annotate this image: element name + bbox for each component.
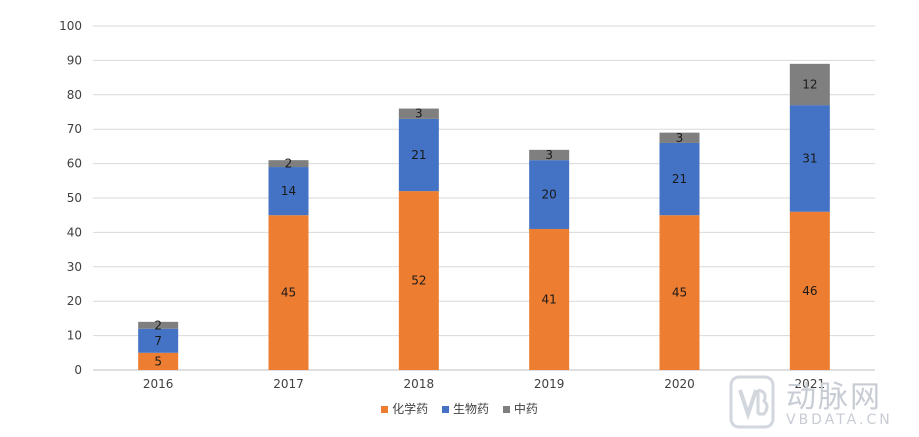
bar-2021-series-0 xyxy=(789,211,830,370)
data-label-2018-series-2: 3 xyxy=(415,107,423,121)
x-tick-label-2016: 2016 xyxy=(143,377,174,391)
legend-item-chemical: 化学药 xyxy=(381,400,428,417)
bar-2017-series-0 xyxy=(268,215,309,370)
watermark-subtext: VBDATA.CN xyxy=(786,412,893,428)
bar-2020-series-1 xyxy=(659,142,700,216)
bar-2020-series-0 xyxy=(659,215,700,370)
legend-label-chemical: 化学药 xyxy=(392,402,429,416)
legend-label-tcm: 中药 xyxy=(513,402,538,416)
y-tick-label-60: 60 xyxy=(67,157,82,171)
data-label-2018-series-1: 21 xyxy=(411,148,426,162)
y-tick-label-50: 50 xyxy=(67,191,82,205)
legend-swatch-chemical xyxy=(381,406,389,413)
y-tick-label-100: 100 xyxy=(59,19,82,33)
bar-2018-series-2 xyxy=(398,108,439,119)
bar-2019-series-1 xyxy=(529,160,570,229)
data-label-2016-series-0: 5 xyxy=(154,354,162,368)
bar-2016-series-0 xyxy=(138,352,179,370)
y-tick-label-70: 70 xyxy=(67,122,82,136)
bar-2018-series-0 xyxy=(398,191,439,370)
legend-swatch-biological xyxy=(441,406,449,413)
watermark-logo-icon xyxy=(729,375,775,429)
bar-2016-series-2 xyxy=(138,321,179,329)
y-tick-label-90: 90 xyxy=(67,53,82,67)
data-label-2020-series-1: 21 xyxy=(672,172,687,186)
data-label-2016-series-2: 2 xyxy=(154,318,162,332)
x-tick-label-2017: 2017 xyxy=(273,377,304,391)
bar-2018-series-1 xyxy=(398,118,439,192)
data-label-2018-series-0: 52 xyxy=(411,274,426,288)
bar-2019-series-0 xyxy=(529,228,570,370)
bar-2017-series-2 xyxy=(268,160,309,168)
bar-2020-series-2 xyxy=(659,132,700,143)
data-label-2017-series-0: 45 xyxy=(281,286,296,300)
bar-2017-series-1 xyxy=(268,167,309,216)
y-tick-label-20: 20 xyxy=(67,294,82,308)
data-label-2019-series-0: 41 xyxy=(542,292,557,306)
legend-label-biological: 生物药 xyxy=(452,402,489,416)
y-tick-label-80: 80 xyxy=(67,88,82,102)
data-label-2019-series-1: 20 xyxy=(542,188,557,202)
bar-2016-series-1 xyxy=(138,328,179,353)
watermark-text: 动脉网 xyxy=(786,380,882,415)
legend: 化学药 生物药 中药 xyxy=(0,400,919,417)
legend-item-biological: 生物药 xyxy=(441,400,489,417)
bar-2019-series-2 xyxy=(529,149,570,161)
x-tick-label-2019: 2019 xyxy=(534,377,565,391)
y-tick-label-0: 0 xyxy=(74,363,82,377)
legend-swatch-tcm xyxy=(502,406,510,413)
watermark: 动脉网 VBDATA.CN xyxy=(728,372,913,432)
x-tick-label-2018: 2018 xyxy=(404,377,435,391)
y-tick-label-30: 30 xyxy=(67,260,82,274)
y-tick-label-10: 10 xyxy=(67,329,82,343)
data-label-2016-series-1: 7 xyxy=(154,334,162,348)
x-tick-label-2020: 2020 xyxy=(664,377,695,391)
bar-2021-series-2 xyxy=(789,63,830,106)
y-tick-label-40: 40 xyxy=(67,225,82,239)
data-label-2019-series-2: 3 xyxy=(545,148,553,162)
data-label-2021-series-0: 46 xyxy=(802,284,817,298)
x-tick-label-2021: 2021 xyxy=(795,377,826,391)
data-label-2021-series-2: 12 xyxy=(802,77,817,91)
bar-2021-series-1 xyxy=(789,105,830,212)
data-label-2017-series-1: 14 xyxy=(281,184,296,198)
data-label-2020-series-0: 45 xyxy=(672,286,687,300)
legend-item-tcm: 中药 xyxy=(502,400,538,417)
data-label-2021-series-1: 31 xyxy=(802,151,817,165)
data-label-2020-series-2: 3 xyxy=(676,131,684,145)
data-label-2017-series-2: 2 xyxy=(285,157,293,171)
